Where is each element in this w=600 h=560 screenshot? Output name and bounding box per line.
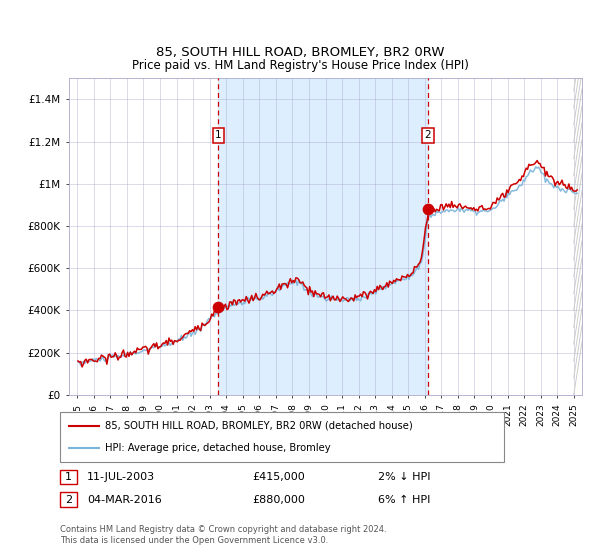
Text: 2: 2	[424, 130, 431, 141]
Text: 04-MAR-2016: 04-MAR-2016	[87, 494, 162, 505]
Text: 85, SOUTH HILL ROAD, BROMLEY, BR2 0RW (detached house): 85, SOUTH HILL ROAD, BROMLEY, BR2 0RW (d…	[105, 421, 413, 431]
Text: 11-JUL-2003: 11-JUL-2003	[87, 472, 155, 482]
Text: Price paid vs. HM Land Registry's House Price Index (HPI): Price paid vs. HM Land Registry's House …	[131, 59, 469, 72]
Text: 1: 1	[215, 130, 222, 141]
Text: HPI: Average price, detached house, Bromley: HPI: Average price, detached house, Brom…	[105, 443, 331, 453]
Point	[214, 303, 223, 312]
Text: £415,000: £415,000	[252, 472, 305, 482]
Text: 85, SOUTH HILL ROAD, BROMLEY, BR2 0RW: 85, SOUTH HILL ROAD, BROMLEY, BR2 0RW	[156, 46, 444, 59]
Point	[423, 205, 433, 214]
Text: 2: 2	[65, 494, 72, 505]
Text: 6% ↑ HPI: 6% ↑ HPI	[378, 494, 430, 505]
Text: 2% ↓ HPI: 2% ↓ HPI	[378, 472, 431, 482]
Text: £880,000: £880,000	[252, 494, 305, 505]
Bar	[218, 78, 428, 395]
Text: 1: 1	[65, 472, 72, 482]
Text: Contains HM Land Registry data © Crown copyright and database right 2024.
This d: Contains HM Land Registry data © Crown c…	[60, 525, 386, 545]
